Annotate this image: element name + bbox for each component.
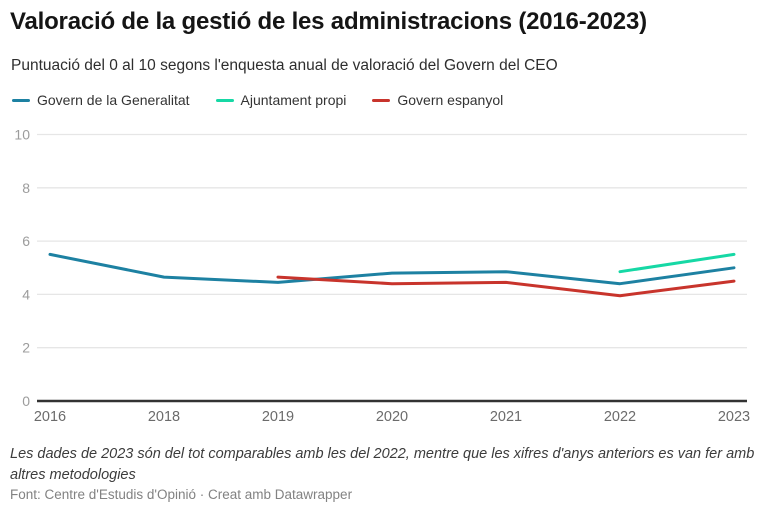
- legend-label: Govern espanyol: [397, 92, 504, 108]
- chart-title: Valoració de la gestió de les administra…: [10, 8, 647, 35]
- y-axis-tick-label: 2: [22, 340, 30, 356]
- line-chart: 10 8 6 4 2 0 2016 2018 2019 2020 2021 2022 2023: [0, 120, 768, 430]
- x-axis-tick-label: 2018: [148, 409, 180, 425]
- y-axis-tick-label: 0: [22, 393, 30, 409]
- legend-item: Govern de la Generalitat: [12, 92, 190, 108]
- series-line: [48, 252, 736, 286]
- legend-label: Ajuntament propi: [240, 92, 347, 108]
- footer-note: Les dades de 2023 són del tot comparable…: [10, 446, 755, 483]
- y-axis-tick-label: 4: [22, 286, 30, 302]
- series-line: [618, 252, 736, 274]
- legend-swatch: [215, 98, 234, 102]
- footer-source: Font: Centre d'Estudis d'Opinió · Creat …: [10, 487, 353, 502]
- legend-item: Ajuntament propi: [215, 92, 347, 108]
- x-axis-tick-label: 2023: [718, 409, 750, 425]
- legend-swatch: [372, 98, 391, 102]
- x-axis-tick-label: 2016: [34, 409, 66, 425]
- legend: Govern de la Generalitat Ajuntament propi…: [12, 92, 503, 108]
- chart-subtitle: Puntuació del 0 al 10 segons l'enquesta …: [11, 57, 558, 74]
- legend-item: Govern espanyol: [372, 92, 503, 108]
- x-axis-tick-label: 2019: [262, 409, 294, 425]
- x-axis-tick-label: 2021: [490, 409, 522, 425]
- legend-swatch: [12, 98, 30, 102]
- legend-label: Govern de la Generalitat: [37, 92, 190, 108]
- y-axis-tick-label: 6: [22, 233, 30, 249]
- x-axis-tick-label: 2020: [376, 409, 408, 425]
- y-axis-tick-label: 8: [22, 180, 30, 196]
- series-line: [276, 275, 736, 298]
- x-axis-tick-label: 2022: [604, 409, 636, 425]
- y-axis-tick-label: 10: [14, 127, 30, 143]
